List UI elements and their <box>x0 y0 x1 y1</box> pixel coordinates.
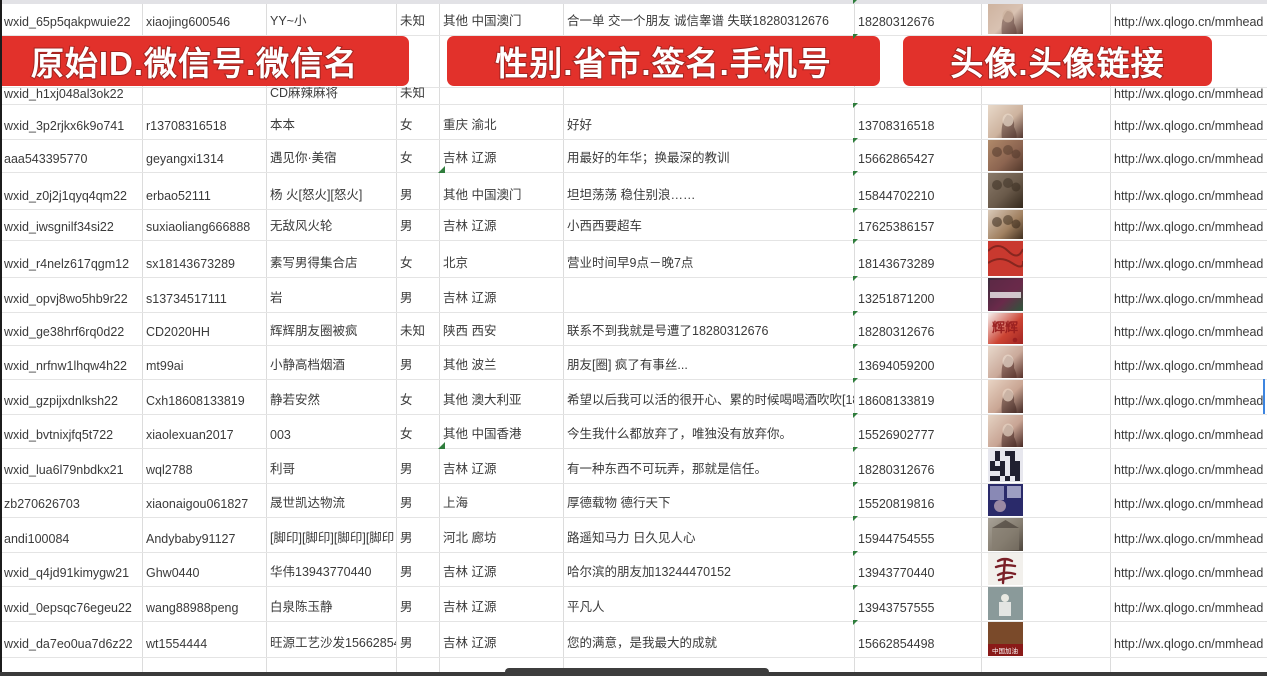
svg-text:中国加油: 中国加油 <box>992 646 1018 655</box>
svg-text:辉辉: 辉辉 <box>992 320 1018 335</box>
